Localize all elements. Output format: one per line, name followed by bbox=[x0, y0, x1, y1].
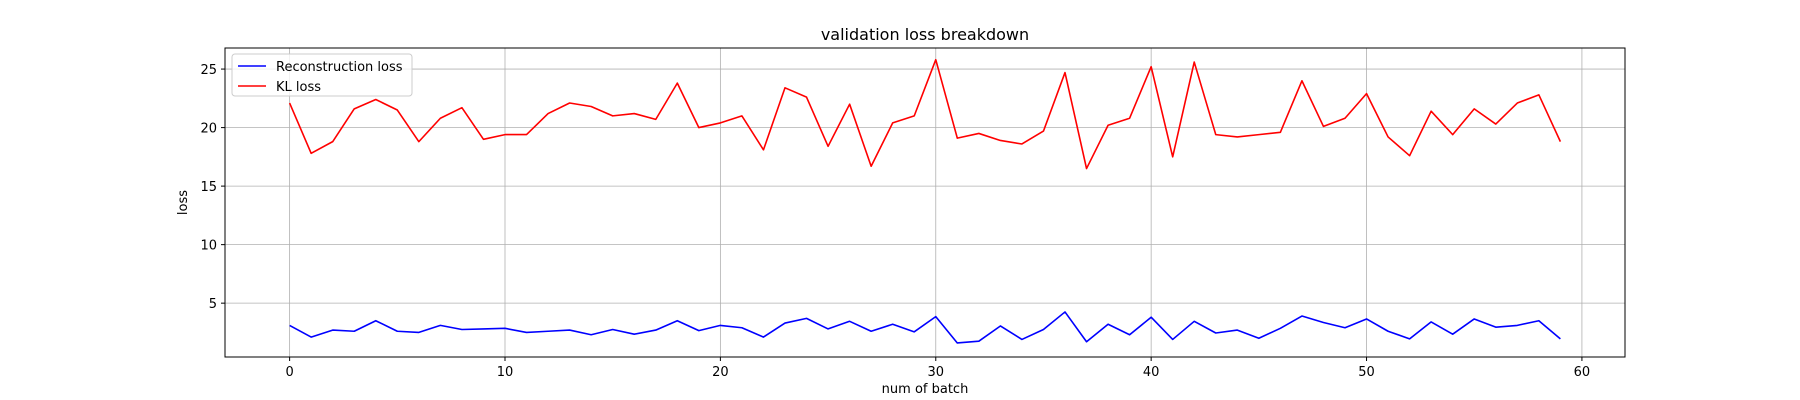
y-tick-label: 10 bbox=[200, 239, 217, 254]
x-tick-label: 50 bbox=[1358, 365, 1375, 380]
y-tick-label: 15 bbox=[200, 180, 217, 195]
y-tick-label: 5 bbox=[209, 297, 217, 312]
legend-label-kl-loss: KL loss bbox=[276, 80, 321, 95]
axis-ticks: 0 10 20 30 40 50 60 5 10 15 20 25 bbox=[200, 63, 1590, 380]
y-tick-label: 20 bbox=[200, 122, 217, 137]
chart-title: validation loss breakdown bbox=[821, 25, 1029, 44]
legend-label-reconstruction-loss: Reconstruction loss bbox=[276, 60, 403, 75]
x-tick-label: 40 bbox=[1143, 365, 1160, 380]
x-tick-label: 30 bbox=[927, 365, 944, 380]
x-tick-label: 20 bbox=[712, 365, 729, 380]
grid-lines bbox=[225, 48, 1625, 357]
x-tick-label: 10 bbox=[497, 365, 514, 380]
series-line-reconstruction-loss bbox=[289, 311, 1561, 344]
x-axis-label: num of batch bbox=[882, 382, 969, 397]
series-lines bbox=[288, 58, 1562, 344]
y-axis-label: loss bbox=[176, 190, 191, 215]
legend: Reconstruction loss KL loss bbox=[231, 53, 413, 97]
plot-frame bbox=[224, 47, 1626, 358]
y-tick-label: 25 bbox=[200, 63, 217, 78]
legend-box bbox=[231, 53, 413, 97]
series-line-kl-loss bbox=[288, 58, 1562, 170]
x-tick-label: 0 bbox=[285, 365, 293, 380]
x-tick-label: 60 bbox=[1574, 365, 1591, 380]
